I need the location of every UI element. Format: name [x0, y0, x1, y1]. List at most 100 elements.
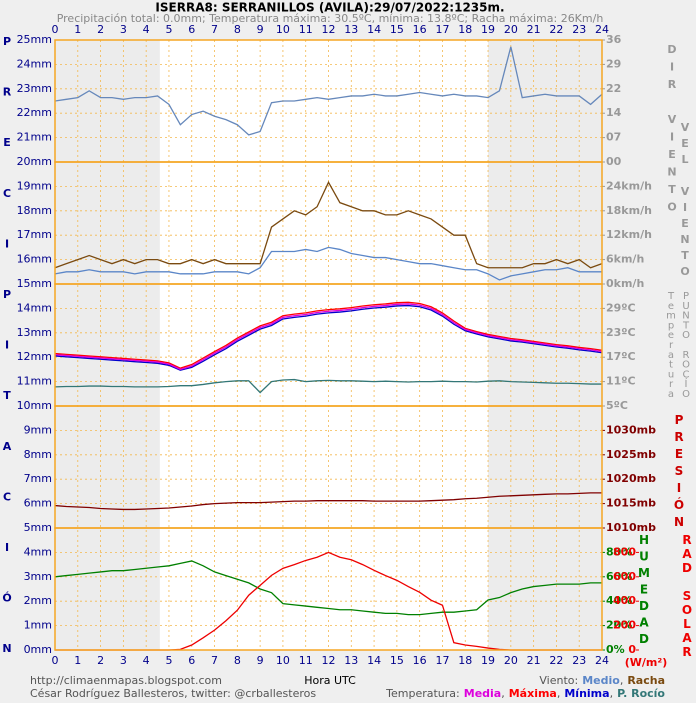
x-tick-label: 6 [188, 23, 195, 36]
legend-label: Temperatura: [385, 687, 460, 700]
legend-separator: , [501, 687, 505, 700]
y2-tick-label: 400 [613, 594, 636, 607]
y-tick-label: 10mm [17, 399, 52, 412]
y-tick-label: 1010mb [606, 521, 656, 534]
y-tick-label: 18km/h [606, 204, 652, 217]
y-tick-label: 14 [606, 106, 622, 119]
series-line [54, 46, 603, 136]
y-tick-label: 15mm [17, 277, 52, 290]
x-tick-label: 7 [211, 654, 218, 667]
y-tick-label: 80% [606, 545, 632, 558]
x-tick-label: 17 [435, 23, 449, 36]
y-tick-label: 13mm [17, 326, 52, 339]
legend-entry: Mínima [564, 687, 609, 700]
footer-url: http://climaenmapas.blogspot.com [30, 674, 222, 687]
series-line [54, 246, 602, 281]
x-tick-label: 17 [435, 654, 449, 667]
y-tick-label: 0% [606, 643, 625, 656]
x-tick-label: 8 [234, 654, 241, 667]
x-tick-label: 9 [257, 23, 264, 36]
y-tick-label: 07 [606, 131, 621, 144]
y-tick-label: 2mm [24, 594, 52, 607]
x-tick-label: 10 [276, 23, 290, 36]
legend-entry: Máxima [509, 687, 557, 700]
x-tick-label: 23 [572, 23, 586, 36]
y-tick-label: 5mm [24, 521, 52, 534]
x-tick-label: 0 [52, 23, 59, 36]
panel-border [54, 527, 603, 651]
legend-separator: , [610, 687, 614, 700]
x-tick-label: 22 [549, 23, 563, 36]
y-tick-label: 20% [606, 619, 632, 632]
y-tick-label: 6km/h [606, 253, 644, 266]
legend: Viento: Medio, Racha [539, 674, 665, 687]
y-tick-label: 4mm [24, 545, 52, 558]
x-tick-label: 18 [458, 654, 472, 667]
series-line [54, 301, 603, 369]
x-tick-label: 13 [344, 654, 358, 667]
y-tick-label: 11mm [17, 375, 52, 388]
x-tick-label: 21 [527, 23, 541, 36]
y-tick-label: 29 [606, 57, 621, 70]
y-tick-label: 1mm [24, 619, 52, 632]
y-tick-label: 25mm [17, 33, 52, 46]
y-tick-label: 1015mb [606, 497, 656, 510]
legend-entry: Media [464, 687, 501, 700]
y-tick-label: 21mm [17, 131, 52, 144]
y-tick-label: 22mm [17, 106, 52, 119]
footer-author: César Rodríguez Ballesteros, twitter: @c… [30, 687, 316, 700]
x-tick-label: 15 [390, 654, 404, 667]
y-tick-label: 1030mb [606, 423, 656, 436]
series-line [54, 378, 602, 394]
y-tick-label: 24mm [17, 57, 52, 70]
legend-entry: Medio [582, 674, 620, 687]
night-shade [55, 40, 160, 650]
y-tick-label: 7mm [24, 472, 52, 485]
y2-tick-label: 800 [613, 545, 636, 558]
x-tick-label: 5 [165, 654, 172, 667]
x-tick-label: 14 [367, 654, 381, 667]
legend-label: Viento: [539, 674, 578, 687]
x-tick-label: 2 [97, 23, 104, 36]
y-tick-label: 29ºC [606, 301, 636, 314]
y-tick-label: 24km/h [606, 179, 652, 192]
x-tick-label: 8 [234, 23, 241, 36]
x-tick-label: 12 [322, 654, 336, 667]
chart-subtitle: Precipitación total: 0.0mm; Temperatura … [57, 12, 604, 25]
x-tick-label: 24 [595, 654, 609, 667]
x-tick-label: 4 [143, 654, 150, 667]
y-tick-label: 17mm [17, 228, 52, 241]
x-tick-label: 11 [299, 654, 313, 667]
y-tick-label: 40% [606, 594, 632, 607]
y-tick-label: 17ºC [606, 350, 636, 363]
y-tick-label: 14mm [17, 301, 52, 314]
x-tick-label: 19 [481, 654, 495, 667]
y-tick-label: 16mm [17, 253, 52, 266]
legend-entry: Racha [627, 674, 665, 687]
y-tick-label: 6mm [24, 497, 52, 510]
x-tick-label: 0 [52, 654, 59, 667]
x-tick-label: 2 [97, 654, 104, 667]
y2-tick-label: 0 [628, 643, 636, 656]
legend: Temperatura: Media, Máxima, Mínima, P. Rocío [385, 687, 665, 700]
x-tick-label: 6 [188, 654, 195, 667]
x-tick-label: 16 [413, 654, 427, 667]
x-tick-label: 15 [390, 23, 404, 36]
y-tick-label: 12km/h [606, 228, 652, 241]
y-tick-label: 12mm [17, 350, 52, 363]
x-tick-label: 20 [504, 23, 518, 36]
y-tick-label: 1025mb [606, 448, 656, 461]
y-tick-label: 19mm [17, 179, 52, 192]
x-tick-label: 19 [481, 23, 495, 36]
series-line [54, 303, 603, 371]
x-tick-label: 23 [572, 654, 586, 667]
y-tick-label: 20mm [17, 155, 52, 168]
y-tick-label: 11ºC [606, 375, 636, 388]
x-tick-label: 5 [165, 23, 172, 36]
